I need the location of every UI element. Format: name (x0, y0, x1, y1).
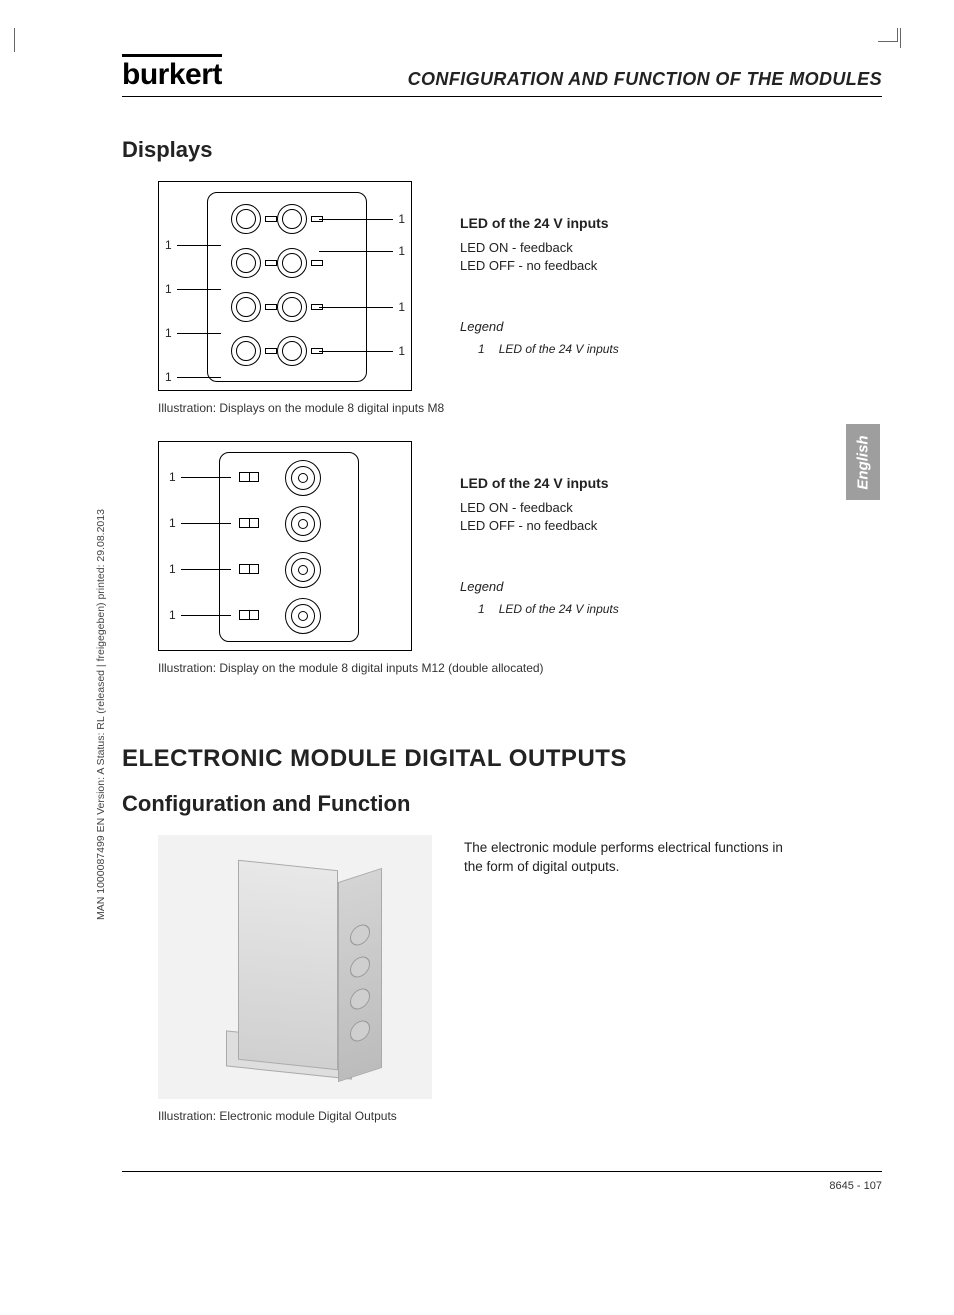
module-3d-illustration (158, 835, 432, 1099)
callout-left: 1 (169, 470, 176, 484)
callout-left: 1 (165, 370, 172, 384)
section-heading-displays: Displays (122, 137, 882, 163)
outputs-description: The electronic module performs electrica… (464, 839, 804, 1099)
legend-label: Legend (460, 579, 619, 594)
crop-mark (878, 28, 898, 42)
legend-entry: 1LED of the 24 V inputs (478, 602, 619, 616)
caption-outputs: Illustration: Electronic module Digital … (158, 1109, 882, 1123)
callout-right: 1 (398, 300, 405, 314)
callout-right: 1 (398, 212, 405, 226)
caption-m12: Illustration: Display on the module 8 di… (158, 661, 882, 675)
callout-left: 1 (169, 608, 176, 622)
page-number: 8645 - 107 (829, 1180, 882, 1192)
led-title: LED of the 24 V inputs (460, 475, 619, 491)
callout-left: 1 (169, 516, 176, 530)
led-title: LED of the 24 V inputs (460, 215, 619, 231)
outputs-block: The electronic module performs electrica… (158, 835, 882, 1099)
section-subheading-config: Configuration and Function (122, 791, 882, 817)
diagram-block-m8: 1 1 1 1 1 1 1 1 LED of the 24 V inputs L… (158, 181, 882, 391)
page-body: burkert CONFIGURATION AND FUNCTION OF TH… (122, 60, 882, 1200)
led-on-line: LED ON - feedback (460, 499, 619, 517)
crop-mark (900, 28, 914, 48)
caption-m8: Illustration: Displays on the module 8 d… (158, 401, 882, 415)
diagram-block-m12: 1 1 1 1 LED of the 24 V inputs LED ON - … (158, 441, 882, 651)
callout-left: 1 (169, 562, 176, 576)
diagram-m12-legend: LED of the 24 V inputs LED ON - feedback… (460, 441, 619, 651)
diagram-m8-legend: LED of the 24 V inputs LED ON - feedback… (460, 181, 619, 391)
callout-right: 1 (398, 344, 405, 358)
footer-rule (122, 1171, 882, 1172)
diagram-m8-box: 1 1 1 1 1 1 1 1 (158, 181, 412, 391)
led-on-line: LED ON - feedback (460, 239, 619, 257)
legend-entry: 1LED of the 24 V inputs (478, 342, 619, 356)
crop-mark (14, 28, 38, 52)
callout-right: 1 (398, 244, 405, 258)
page-header: burkert CONFIGURATION AND FUNCTION OF TH… (122, 60, 882, 97)
section-heading-outputs: ELECTRONIC MODULE DIGITAL OUTPUTS (122, 745, 882, 773)
callout-left: 1 (165, 282, 172, 296)
led-off-line: LED OFF - no feedback (460, 257, 619, 275)
side-metadata: MAN 1000087499 EN Version: A Status: RL … (95, 509, 107, 920)
legend-label: Legend (460, 319, 619, 334)
callout-left: 1 (165, 326, 172, 340)
callout-left: 1 (165, 238, 172, 252)
brand-logo: burkert (122, 60, 222, 90)
led-off-line: LED OFF - no feedback (460, 517, 619, 535)
page-header-title: CONFIGURATION AND FUNCTION OF THE MODULE… (408, 69, 882, 90)
diagram-m12-box: 1 1 1 1 (158, 441, 412, 651)
